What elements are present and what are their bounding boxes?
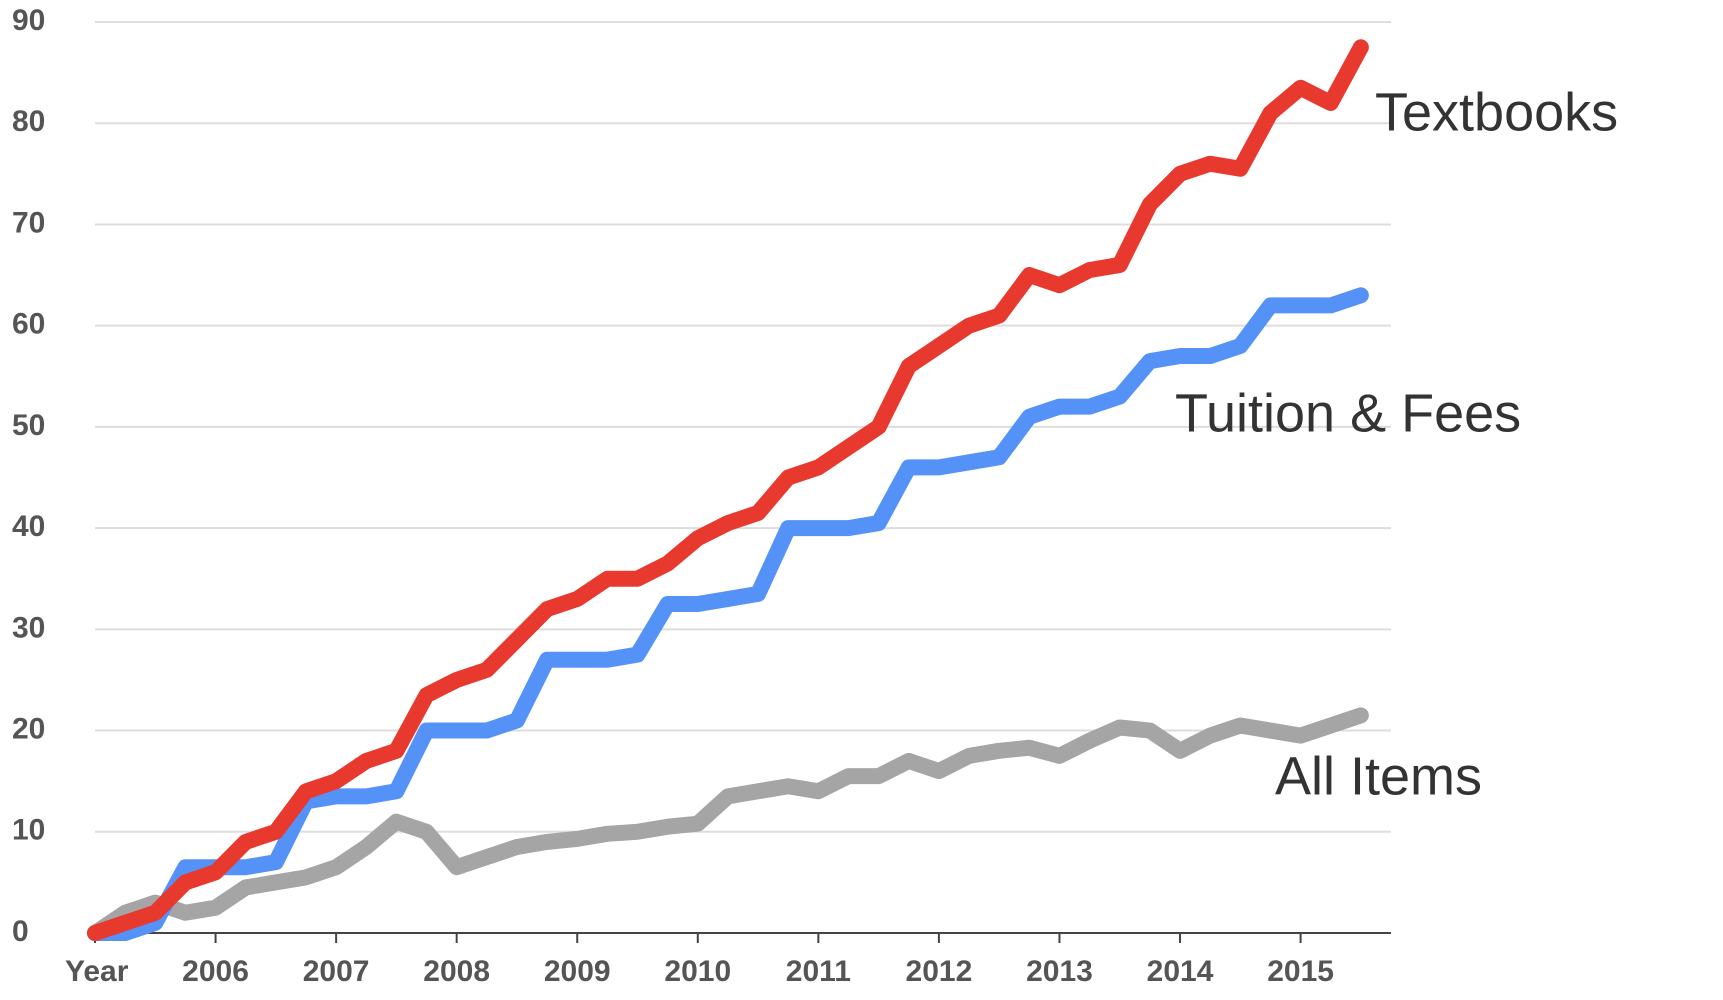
- x-tick-label: 2015: [1267, 955, 1334, 988]
- x-tick-label: 2010: [664, 955, 731, 988]
- series-line: [87, 707, 1369, 941]
- series-label: Tuition & Fees: [1175, 383, 1521, 443]
- y-tick-label: 20: [12, 712, 45, 745]
- x-tick-label: 2012: [906, 955, 973, 988]
- x-tick-label: 2013: [1026, 955, 1093, 988]
- y-tick-label: 90: [12, 4, 45, 37]
- x-tick-label: 2006: [182, 955, 249, 988]
- y-tick-label: 40: [12, 510, 45, 543]
- x-tick-label: 2014: [1147, 955, 1214, 988]
- x-tick-label: 2007: [303, 955, 370, 988]
- x-tick-label: 2008: [423, 955, 490, 988]
- series-label: All Items: [1275, 746, 1482, 806]
- y-tick-label: 10: [12, 814, 45, 847]
- x-tick-label: Year: [65, 955, 129, 988]
- y-tick-label: 70: [12, 206, 45, 239]
- x-tick-label: 2011: [786, 955, 851, 988]
- y-tick-label: 30: [12, 611, 45, 644]
- series-line: [87, 287, 1369, 941]
- y-tick-label: 60: [12, 308, 45, 341]
- series-label: Textbooks: [1375, 82, 1618, 142]
- y-tick-label: 80: [12, 105, 45, 138]
- y-tick-label: 50: [12, 409, 45, 442]
- y-tick-label: 0: [12, 915, 29, 948]
- x-tick-label: 2009: [544, 955, 611, 988]
- series-line: [87, 39, 1369, 941]
